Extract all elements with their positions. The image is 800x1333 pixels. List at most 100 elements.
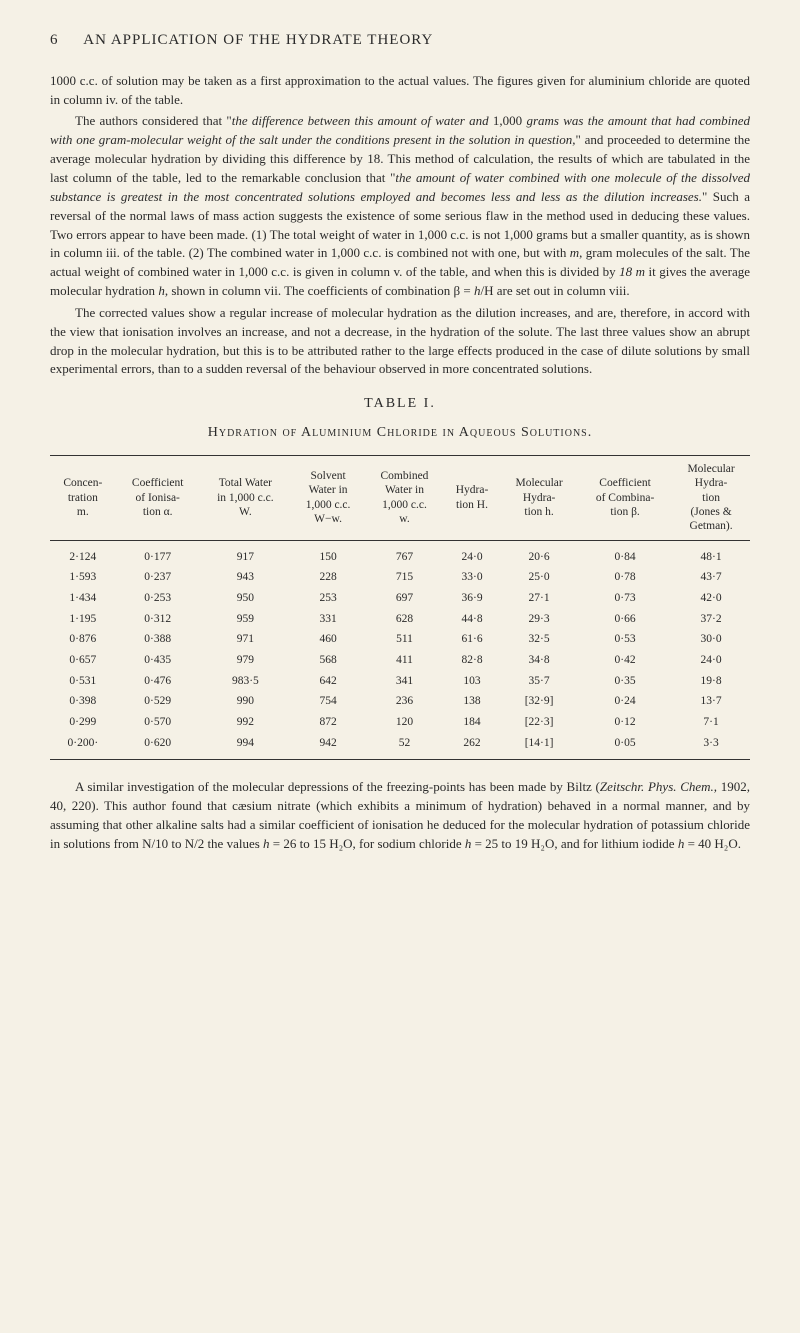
p2-italic-5: 18 m: [619, 264, 645, 279]
p4-text-d: = 25 to 19 H₂O, and for lithium iodide: [471, 836, 677, 851]
table-cell: [14·1]: [500, 733, 578, 760]
table-cell: 35·7: [500, 671, 578, 692]
table-cell: 568: [291, 650, 365, 671]
table-cell: 25·0: [500, 567, 578, 588]
table-cell: 715: [365, 567, 444, 588]
table-cell: 1·195: [50, 609, 116, 630]
table-cell: 0·876: [50, 629, 116, 650]
table-cell: 0·177: [116, 540, 200, 567]
paragraph-1: 1000 c.c. of solution may be taken as a …: [50, 72, 750, 110]
table-cell: 0·66: [578, 609, 672, 630]
p4-italic-1: Zeitschr. Phys. Chem.,: [600, 779, 717, 794]
table-cell: 103: [444, 671, 500, 692]
table-cell: 0·12: [578, 712, 672, 733]
table-cell: 138: [444, 691, 500, 712]
p2-italic-4: m: [570, 245, 579, 260]
p2-text-h: /H are set out in column viii.: [480, 283, 629, 298]
table-cell: 43·7: [672, 567, 750, 588]
table-row: 0·8760·38897146051161·632·50·5330·0: [50, 629, 750, 650]
table-cell: 971: [200, 629, 291, 650]
p4-text-a: A similar investigation of the molecular…: [75, 779, 600, 794]
table-cell: 872: [291, 712, 365, 733]
table-cell: 992: [200, 712, 291, 733]
page-header: 6 AN APPLICATION OF THE HYDRATE THEORY: [50, 30, 750, 52]
table-cell: 0·73: [578, 588, 672, 609]
table-row: 2·1240·17791715076724·020·60·8448·1: [50, 540, 750, 567]
column-header: Hydra-tion H.: [444, 455, 500, 540]
table-cell: 0·237: [116, 567, 200, 588]
table-cell: 48·1: [672, 540, 750, 567]
p2-text-b: 1,000: [489, 113, 527, 128]
table-cell: 0·53: [578, 629, 672, 650]
table-cell: 0·570: [116, 712, 200, 733]
table-cell: 36·9: [444, 588, 500, 609]
table-cell: 0·05: [578, 733, 672, 760]
table-cell: 0·529: [116, 691, 200, 712]
table-cell: 697: [365, 588, 444, 609]
table-cell: 1·434: [50, 588, 116, 609]
table-cell: 228: [291, 567, 365, 588]
table-cell: 979: [200, 650, 291, 671]
table-cell: 0·253: [116, 588, 200, 609]
table-cell: 460: [291, 629, 365, 650]
hydration-table: Concen-trationm.Coefficientof Ionisa-tio…: [50, 455, 750, 761]
page-title: AN APPLICATION OF THE HYDRATE THEORY: [83, 30, 433, 52]
column-header: CombinedWater in1,000 c.c.w.: [365, 455, 444, 540]
table-cell: 0·476: [116, 671, 200, 692]
table-header-row: Concen-trationm.Coefficientof Ionisa-tio…: [50, 455, 750, 540]
table-cell: 253: [291, 588, 365, 609]
p2-text-g: , shown in column vii. The coefficients …: [165, 283, 474, 298]
table-cell: 42·0: [672, 588, 750, 609]
column-header: MolecularHydra-tion h.: [500, 455, 578, 540]
table-cell: 767: [365, 540, 444, 567]
table-cell: [22·3]: [500, 712, 578, 733]
column-header: Concen-trationm.: [50, 455, 116, 540]
table-cell: 0·42: [578, 650, 672, 671]
table-cell: 32·5: [500, 629, 578, 650]
column-header: Coefficientof Combina-tion β.: [578, 455, 672, 540]
column-header: Coefficientof Ionisa-tion α.: [116, 455, 200, 540]
p4-text-e: = 40 H₂O.: [684, 836, 741, 851]
table-cell: 150: [291, 540, 365, 567]
p2-text-a: The authors considered that ": [75, 113, 232, 128]
p4-text-c: = 26 to 15 H₂O, for sodium chloride: [270, 836, 465, 851]
table-cell: 511: [365, 629, 444, 650]
table-cell: 959: [200, 609, 291, 630]
table-cell: 13·7: [672, 691, 750, 712]
table-cell: 754: [291, 691, 365, 712]
table-cell: 52: [365, 733, 444, 760]
table-cell: 0·35: [578, 671, 672, 692]
table-row: 1·1950·31295933162844·829·30·6637·2: [50, 609, 750, 630]
column-header: SolventWater in1,000 c.c.W−w.: [291, 455, 365, 540]
table-cell: 120: [365, 712, 444, 733]
table-cell: 990: [200, 691, 291, 712]
table-cell: 0·531: [50, 671, 116, 692]
page-number: 6: [50, 30, 59, 52]
table-cell: 0·84: [578, 540, 672, 567]
column-header: Total Waterin 1,000 c.c.W.: [200, 455, 291, 540]
table-cell: 34·8: [500, 650, 578, 671]
table-cell: 37·2: [672, 609, 750, 630]
table-cell: 0·388: [116, 629, 200, 650]
table-cell: 942: [291, 733, 365, 760]
table-row: 0·5310·476983·564234110335·70·3519·8: [50, 671, 750, 692]
table-cell: 19·8: [672, 671, 750, 692]
table-cell: 983·5: [200, 671, 291, 692]
p2-italic-1: the difference between this amount of wa…: [232, 113, 489, 128]
table-cell: 29·3: [500, 609, 578, 630]
table-cell: 917: [200, 540, 291, 567]
table-row: 1·5930·23794322871533·025·00·7843·7: [50, 567, 750, 588]
table-cell: 262: [444, 733, 500, 760]
table-cell: 1·593: [50, 567, 116, 588]
table-row: 0·6570·43597956841182·834·80·4224·0: [50, 650, 750, 671]
table-cell: 20·6: [500, 540, 578, 567]
table-cell: 27·1: [500, 588, 578, 609]
table-cell: 0·78: [578, 567, 672, 588]
table-row: 1·4340·25395025369736·927·10·7342·0: [50, 588, 750, 609]
table-cell: 331: [291, 609, 365, 630]
table-row: 0·200·0·62099494252262[14·1]0·053·3: [50, 733, 750, 760]
table-cell: 950: [200, 588, 291, 609]
table-cell: 30·0: [672, 629, 750, 650]
table-cell: 24·0: [444, 540, 500, 567]
table-cell: 33·0: [444, 567, 500, 588]
